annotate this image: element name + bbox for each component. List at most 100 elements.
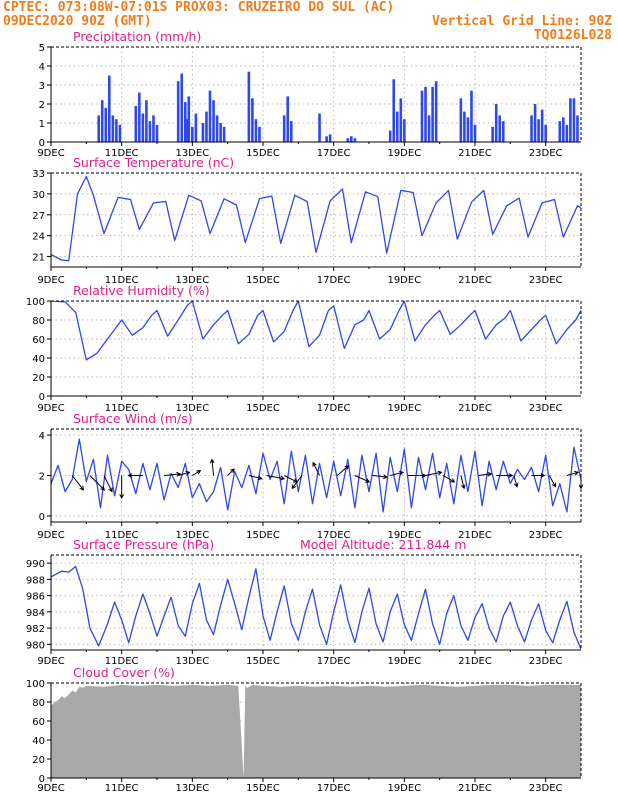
precip-bar xyxy=(470,90,473,142)
temp-ytick-label: 24 xyxy=(32,232,45,243)
temp-xtick-label: 13DEC xyxy=(175,275,209,286)
precip-bar xyxy=(431,86,434,142)
rh-title: Relative Humidity (%) xyxy=(73,283,210,298)
precip-bar xyxy=(572,98,576,142)
precip-bar xyxy=(185,119,189,142)
temp-xtick-label: 17DEC xyxy=(317,275,351,286)
precip-bar xyxy=(111,115,115,142)
wind-ytick-label: 0 xyxy=(39,512,45,523)
wind-vector-shaft xyxy=(354,475,370,483)
precip-bar xyxy=(328,134,332,142)
precip-bar xyxy=(558,121,562,142)
wind-vector-head xyxy=(257,475,263,481)
precip-bar xyxy=(544,124,547,142)
pres-xtick-label: 21DEC xyxy=(458,656,492,667)
precip-bar xyxy=(183,102,187,142)
wind-vector-shaft xyxy=(372,475,387,478)
rh-series xyxy=(51,301,581,361)
precip-bar xyxy=(194,113,198,142)
pres-xtick-label: 11DEC xyxy=(105,656,139,667)
wind-vector-head xyxy=(508,473,514,478)
wind-vector-shaft xyxy=(283,475,298,483)
precip-bar xyxy=(392,79,396,142)
precip-ytick-label: 0 xyxy=(39,138,45,149)
pres-grid xyxy=(51,555,581,650)
precip-bar xyxy=(215,115,219,142)
rh-xtick-label: 23DEC xyxy=(529,403,563,414)
temp-xtick-label: 9DEC xyxy=(37,275,64,286)
wind-vector-head xyxy=(176,471,182,477)
wind-vector-head xyxy=(79,485,85,491)
rh-xtick-label: 15DEC xyxy=(246,403,280,414)
precip-bar xyxy=(222,126,226,142)
cloud-area xyxy=(51,684,581,778)
cloud-title: Cloud Cover (%) xyxy=(73,665,175,680)
pres-title: Surface Pressure (hPa) xyxy=(73,537,214,552)
precip-bar xyxy=(251,98,254,142)
precip-bar xyxy=(148,121,152,142)
precip-bar xyxy=(201,123,205,142)
wind-vector-head xyxy=(487,471,493,477)
cloud-ytick-label: 0 xyxy=(39,774,45,785)
precip-bar xyxy=(289,121,293,142)
rh-ytick-label: 40 xyxy=(32,354,45,365)
precip-title: Precipitation (mm/h) xyxy=(73,29,201,44)
wind-vector-shaft xyxy=(164,473,181,476)
wind-vector-shaft xyxy=(291,475,303,489)
model-id: TQ0126L028 xyxy=(533,28,612,43)
precip-xtick-label: 11DEC xyxy=(105,148,139,159)
wind-xtick-label: 19DEC xyxy=(387,530,421,541)
precip-xtick-label: 15DEC xyxy=(246,148,280,159)
wind-vector-shaft xyxy=(548,475,557,487)
precip-bar xyxy=(395,111,399,142)
rh-grid xyxy=(51,301,581,396)
precip-ytick-label: 5 xyxy=(39,43,45,54)
wind-vector-shaft xyxy=(103,475,113,492)
pres-panel: 980 982 984 986 988 990 9DEC 11DEC 13DEC 15DEC 17D… xyxy=(26,537,582,667)
precip-bar xyxy=(187,96,191,142)
wind-vector-shaft xyxy=(425,471,442,476)
run-date: 09DEC2020 90Z (GMT) xyxy=(3,14,152,29)
cloud-ytick-label: 40 xyxy=(32,736,45,747)
wind-title: Surface Wind (m/s) xyxy=(73,411,193,426)
precip-bar xyxy=(569,98,572,142)
wind-vector-head xyxy=(291,484,297,490)
precip-xtick-label: 17DEC xyxy=(317,148,351,159)
wind-vector-head xyxy=(312,461,317,467)
precip-bar xyxy=(403,119,406,142)
wind-series xyxy=(51,438,581,513)
precip-bar xyxy=(576,115,579,142)
rh-ytick-label: 0 xyxy=(39,392,45,403)
cloud-xtick-label: 23DEC xyxy=(529,783,563,794)
precip-bar xyxy=(108,75,111,142)
precip-bar xyxy=(325,136,328,142)
precip-xtick-label: 21DEC xyxy=(458,148,492,159)
cloud-ytick-label: 20 xyxy=(32,755,45,766)
wind-line xyxy=(51,438,581,513)
wind-vector-head xyxy=(574,470,580,476)
precip-grid xyxy=(51,47,581,142)
cloud-xtick-label: 13DEC xyxy=(175,783,209,794)
precip-bar xyxy=(138,92,141,142)
rh-xtick-label: 13DEC xyxy=(175,403,209,414)
temp-series xyxy=(51,175,581,262)
temp-xtick-label: 11DEC xyxy=(105,275,139,286)
pres-ytick-label: 986 xyxy=(26,592,45,603)
wind-vector-head xyxy=(344,465,350,470)
pres-annotation: Model Altitude: 211.844 m xyxy=(300,537,466,552)
rh-ytick-label: 60 xyxy=(32,335,45,346)
pres-ytick-label: 984 xyxy=(26,608,45,619)
vertical-grid-info: Vertical Grid Line: 90Z xyxy=(431,14,612,29)
temp-grid xyxy=(51,173,581,267)
wind-vector-shaft xyxy=(513,475,518,487)
chart-header: CPTEC: 073:08W-07:01S PROX03: CRUZEIRO D… xyxy=(0,0,618,46)
wind-vector-head xyxy=(280,475,286,481)
pres-xtick-label: 9DEC xyxy=(37,656,64,667)
wind-vector-shaft xyxy=(248,475,262,480)
wind-vector-head xyxy=(461,484,466,490)
precip-bar xyxy=(434,81,438,142)
precip-bar xyxy=(180,73,184,142)
pres-xtick-label: 15DEC xyxy=(246,656,280,667)
precip-bar xyxy=(350,136,353,142)
